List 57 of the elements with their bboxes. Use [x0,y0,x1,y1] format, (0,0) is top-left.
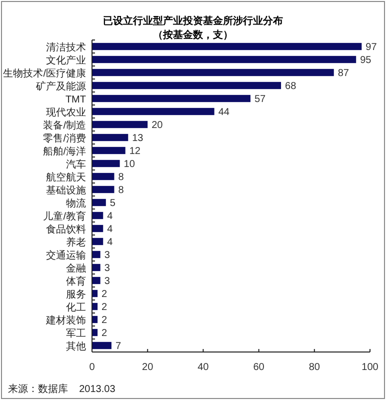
x-tick-label: 100 [362,362,378,373]
data-label: 57 [254,94,266,105]
title: 已设立行业型产业投资基金所涉行业分布 [103,16,283,27]
category-label: 儿童/教育 [43,212,86,222]
category-label: 服务 [66,290,86,300]
data-label: 97 [366,42,377,53]
data-label: 5 [110,198,116,209]
category-label: 矿产及能源 [36,82,86,92]
data-label: 12 [129,146,140,157]
data-label: 8 [118,172,124,183]
data-label: 95 [360,55,372,66]
category-label: 基础设施 [46,186,86,196]
data-label: 3 [104,276,110,287]
data-label: 2 [102,302,108,313]
subtitle: （按基金数，支） [153,30,233,41]
category-label: 建材装饰 [46,316,86,326]
data-label: 87 [338,68,349,79]
data-label: 8 [118,185,124,196]
data-label: 44 [218,107,230,118]
category-label: 体育 [66,276,86,288]
category-label: TMT [65,94,86,106]
category-label: 化工 [66,302,86,314]
category-label: 军工 [66,328,86,340]
data-label: 3 [104,263,110,274]
data-label: 2 [102,328,108,339]
data-label: 13 [132,133,144,144]
category-label: 装备/制造 [43,120,86,132]
category-label: 食品饮料 [46,224,86,236]
category-label: 文化产业 [46,56,86,66]
data-label: 3 [104,250,110,261]
data-label: 4 [107,211,113,222]
category-label: 航空航天 [46,172,86,184]
x-tick-label: 60 [253,362,264,373]
annotation: 来源：数据库 2013.03 [8,384,116,395]
category-label: 生物技术/医疗健康 [3,68,86,80]
category-label: 交通运输 [46,250,86,262]
data-label: 2 [102,289,108,300]
data-label: 4 [107,224,113,235]
category-label: 汽车 [66,160,86,170]
data-label: 7 [115,341,122,352]
category-label: 船舶/海洋 [43,146,86,158]
x-tick-label: 80 [308,362,320,373]
x-tick-label: 20 [142,362,154,373]
data-label: 20 [152,120,163,131]
x-tick-label: 0 [89,362,95,373]
category-label: 清洁技术 [46,42,86,54]
category-label: 养老 [66,238,86,248]
category-label: 金融 [66,264,86,274]
data-label: 4 [107,237,113,248]
data-label: 10 [124,159,135,170]
x-tick-label: 40 [198,362,209,373]
category-label: 物流 [66,198,86,210]
category-label: 现代农业 [46,108,86,118]
category-label: 其他 [66,342,86,352]
category-label: 零售/消费 [43,134,86,144]
data-label: 68 [285,81,296,92]
data-label: 2 [102,315,108,326]
